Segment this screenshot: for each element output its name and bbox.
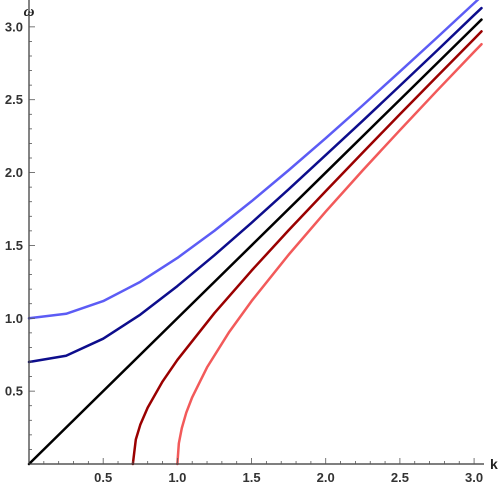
x-tick-label: 2.0 (317, 470, 335, 485)
y-tick-label: 0.5 (5, 384, 23, 399)
y-axis-title: ω (24, 4, 35, 20)
x-tick-label: 2.5 (391, 470, 409, 485)
x-tick-label: 0.5 (94, 470, 112, 485)
series-line-3 (27, 18, 483, 466)
ticks-layer: 0.5 1.0 1.5 2.0 2.5 3.0 0.5 1.0 1.5 2.0 2.5 3.0 (5, 11, 483, 485)
series-line-4 (131, 30, 483, 466)
axes-layer (28, 0, 484, 465)
y-tick-label: 1.5 (5, 238, 23, 253)
y-tick-label: 2.5 (5, 92, 23, 107)
y-tick-label: 1.0 (5, 311, 23, 326)
x-axis-title: k (490, 456, 498, 472)
series-line-1 (27, 0, 480, 320)
y-tick-label: 2.0 (5, 165, 23, 180)
y-tick-label: 3.0 (5, 19, 23, 34)
x-tick-label: 1.0 (168, 470, 186, 485)
curves-layer (27, 0, 483, 466)
series-line-5 (176, 42, 483, 466)
x-tick-label: 1.5 (243, 470, 261, 485)
series-line-2 (27, 6, 483, 364)
x-tick-label: 3.0 (465, 470, 483, 485)
